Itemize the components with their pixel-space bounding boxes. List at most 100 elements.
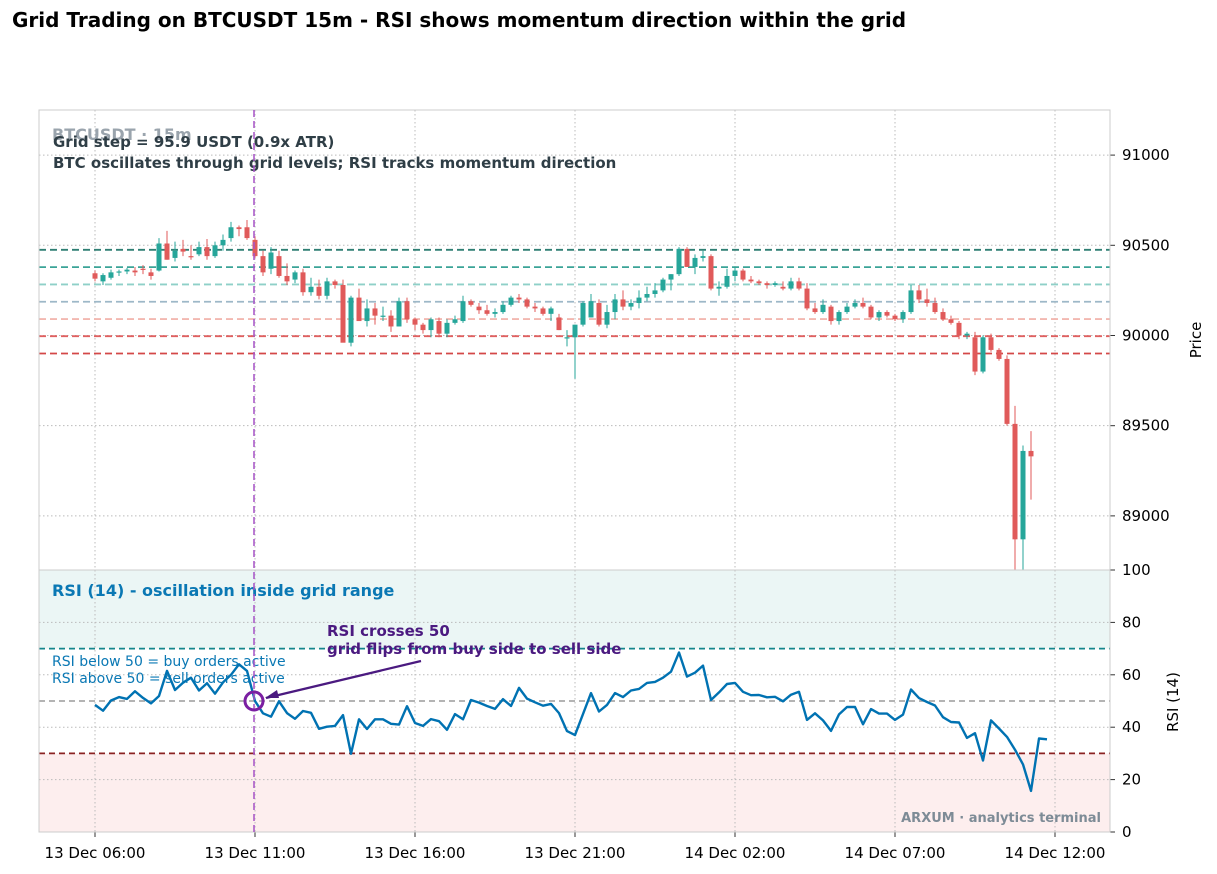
candle-body [756, 281, 762, 284]
candle-body [908, 290, 914, 313]
candle-body [1020, 450, 1026, 540]
candle-body [284, 275, 290, 282]
rsi-note-sell: RSI above 50 = sell orders active [52, 671, 285, 687]
candle-body [236, 227, 242, 230]
candle-body [228, 227, 234, 239]
candle-body [492, 312, 498, 314]
candle-body [460, 301, 466, 322]
grid-step-text: Grid step = 95.9 USDT (0.9x ATR) [53, 133, 334, 151]
rsi-y-tick-label: 60 [1122, 666, 1141, 684]
candle-body [484, 310, 490, 314]
candle-body [788, 281, 794, 289]
candle-body [292, 272, 298, 280]
candle-body [140, 268, 146, 270]
rsi-y-tick-label: 100 [1122, 561, 1151, 579]
x-tick-label: 13 Dec 21:00 [525, 844, 626, 862]
rsi-y-tick-label: 0 [1122, 823, 1132, 841]
candle-body [1028, 450, 1034, 457]
candle-body [452, 319, 458, 323]
candle-body [876, 312, 882, 318]
price-y-tick-label: 89500 [1122, 417, 1170, 435]
candle-body [508, 297, 514, 305]
price-axis-label: Price [1187, 322, 1205, 359]
candle-body [540, 308, 546, 314]
candle-body [644, 294, 650, 298]
candle-body [404, 301, 410, 320]
candle-body [196, 247, 202, 255]
candle-body [532, 306, 538, 309]
candle-body [612, 299, 618, 313]
rsi-panel-title: RSI (14) - oscillation inside grid range [52, 581, 395, 600]
candle-body [660, 279, 666, 291]
candle-body [684, 248, 690, 267]
candle-body [380, 315, 386, 317]
candle-body [220, 239, 226, 246]
candle-body [428, 319, 434, 331]
candle-body [996, 349, 1002, 359]
candle-body [332, 281, 338, 285]
candle-body [244, 227, 250, 239]
candle-body [604, 312, 610, 325]
candle-body [828, 306, 834, 322]
annotation-arrow-line [265, 659, 422, 700]
candle-body [340, 284, 346, 343]
candle-body [852, 303, 858, 307]
x-tick-label: 14 Dec 02:00 [685, 844, 786, 862]
rsi-panel: 13 Dec 06:00 13 Dec 11:00 13 Dec 16:00 13 D… [38, 561, 1182, 862]
annotation-text-line-1: RSI crosses 50 [327, 622, 450, 640]
candle-body [92, 273, 98, 279]
candle-body [588, 301, 594, 318]
candle-body [324, 281, 330, 296]
candle-body [836, 312, 842, 322]
candle-body [708, 256, 714, 289]
candle-body [732, 270, 738, 276]
annotation-arrow-head [265, 690, 279, 698]
candle-body [964, 333, 970, 336]
rsi-axis-label: RSI (14) [1164, 672, 1182, 732]
candle-body [188, 256, 194, 258]
candle-body [948, 319, 954, 323]
candle-body [724, 275, 730, 287]
candle-body [396, 301, 402, 327]
candle-body [1004, 358, 1010, 424]
price-panel: 89000 89500 90000 90500 91000 Price BTCUSDT · … [38, 109, 1205, 583]
candle-body [124, 269, 130, 272]
candle-body [572, 324, 578, 338]
candle-body [812, 308, 818, 313]
rsi-y-tick-label: 20 [1122, 771, 1141, 789]
rsi-cross-marker [243, 690, 265, 712]
candle-body [804, 288, 810, 309]
candle-body [1012, 423, 1018, 540]
rsi-panel-frame [38, 569, 1111, 833]
candle-body [500, 304, 506, 313]
candle-body [156, 243, 162, 271]
candle-body [620, 299, 626, 307]
footer-watermark: ARXUM · analytics terminal [901, 811, 1101, 826]
candle-body [980, 337, 986, 372]
candle-body [924, 299, 930, 304]
candle-body [652, 290, 658, 294]
candle-body [412, 319, 418, 325]
x-tick-label: 13 Dec 06:00 [45, 844, 146, 862]
candle-body [356, 297, 362, 322]
candle-body [524, 299, 530, 307]
candle-body [796, 281, 802, 289]
candle-body [628, 303, 634, 307]
candle-body [180, 248, 186, 252]
symbol-watermark: BTCUSDT · 15m [52, 125, 192, 144]
candle-body [212, 245, 218, 257]
candle-body [476, 306, 482, 311]
candle-body [556, 317, 562, 331]
candle-body [348, 297, 354, 343]
candle-body [300, 272, 306, 293]
candle-body [700, 256, 706, 258]
candle-body [940, 312, 946, 320]
candle-body [860, 303, 866, 307]
candle-body [844, 306, 850, 313]
candle-body [372, 308, 378, 316]
rsi-y-tick-label: 80 [1122, 613, 1141, 631]
candle-body [916, 290, 922, 300]
candle-body [692, 257, 698, 267]
candle-body [516, 297, 522, 300]
